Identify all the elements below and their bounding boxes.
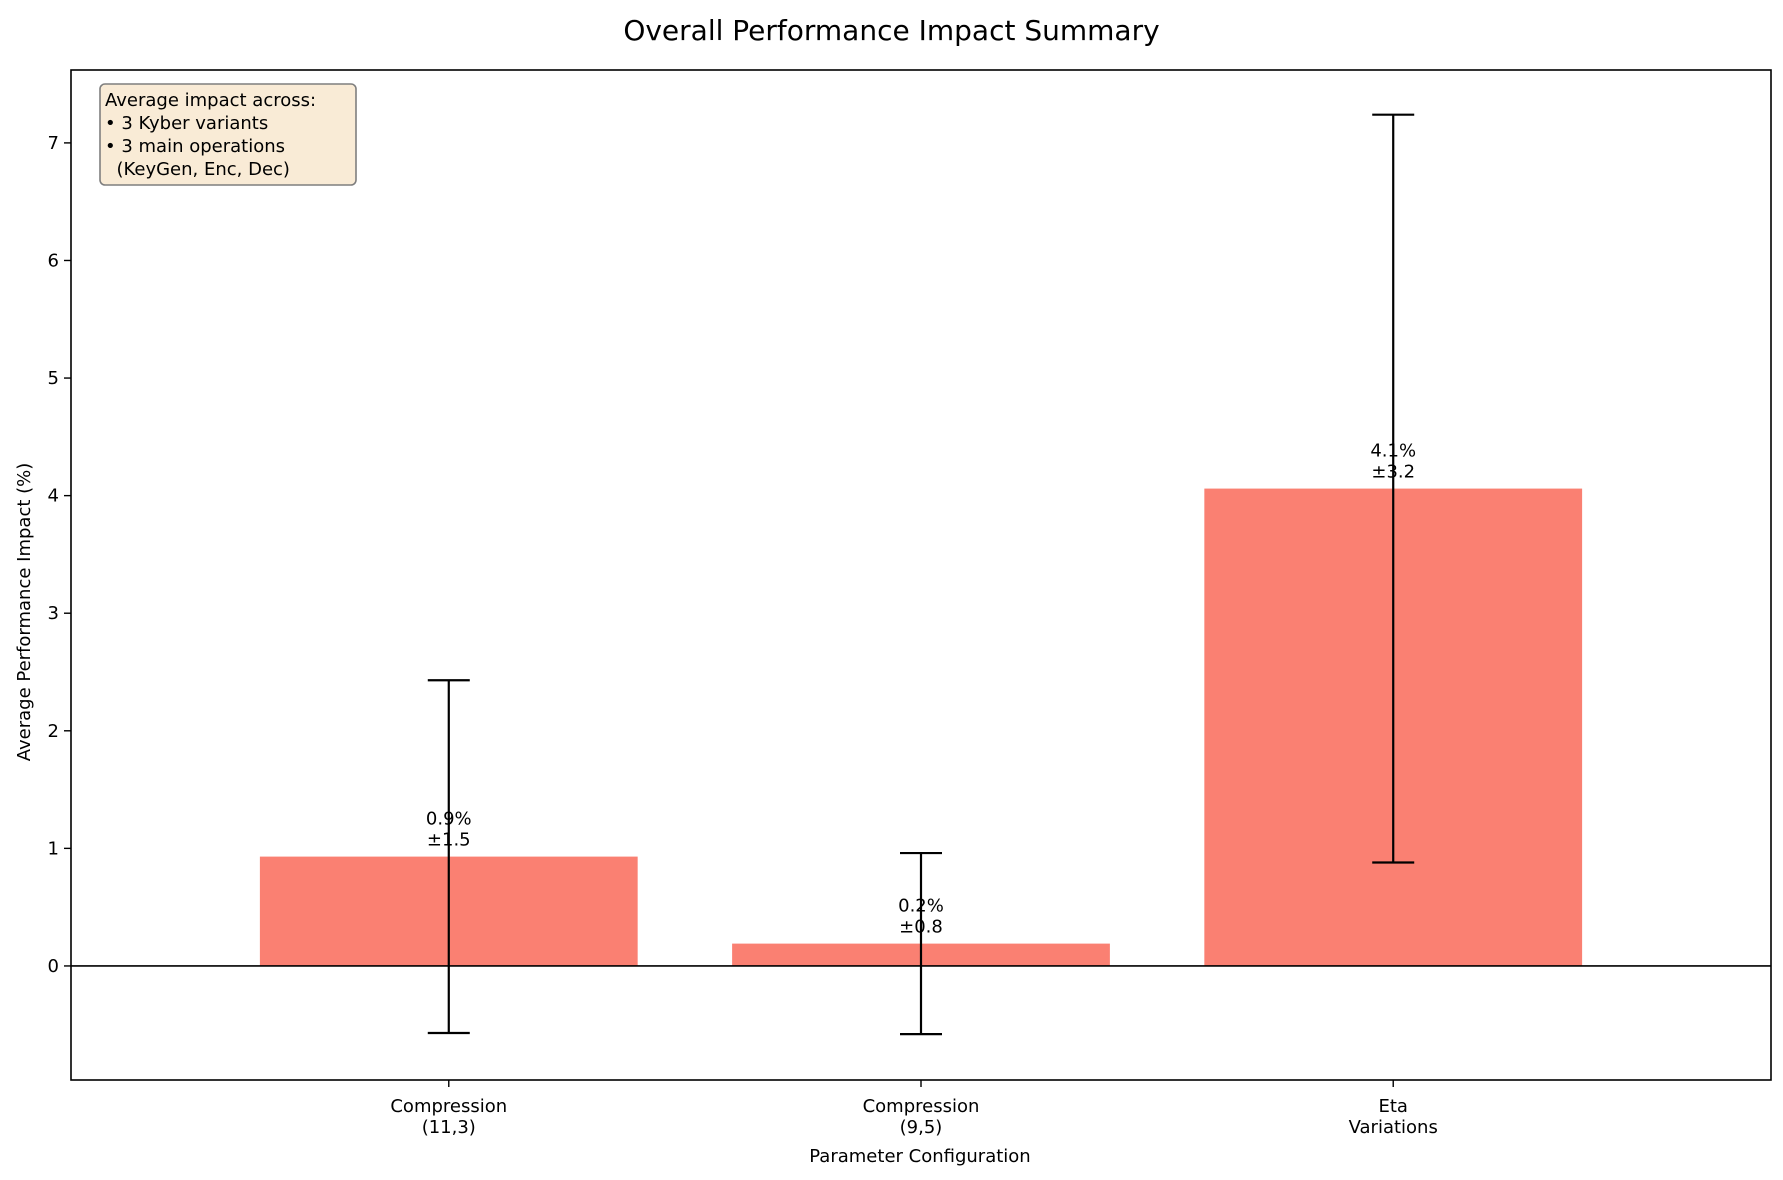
y-tick-label: 6 [48, 250, 59, 271]
chart-title: Overall Performance Impact Summary [623, 14, 1159, 47]
y-tick-label: 3 [48, 603, 59, 624]
y-tick-label: 0 [48, 956, 59, 977]
x-tick-label-3-line-2: Variations [1349, 1117, 1438, 1138]
annotation-box [99, 83, 357, 186]
x-tick-label-1-line-2: (11,3) [422, 1117, 476, 1138]
x-tick-label-2-line-2: (9,5) [900, 1117, 943, 1138]
x-tick-label-1-line-1: Compression [390, 1096, 507, 1117]
value-label-2-line-1: 0.2% [898, 896, 944, 917]
y-tick-label: 2 [48, 721, 59, 742]
x-axis-label: Parameter Configuration [809, 1146, 1030, 1167]
y-tick-label: 4 [48, 486, 59, 507]
y-axis-label: Average Performance Impact (%) [14, 463, 35, 762]
value-label-3-line-1: 4.1% [1370, 441, 1416, 462]
x-tick-label-2-line-1: Compression [863, 1096, 980, 1117]
annotation-line-4: (KeyGen, Enc, Dec) [105, 159, 290, 180]
y-tick-label: 7 [48, 133, 59, 154]
annotation-line-3: • 3 main operations [105, 136, 285, 157]
annotation-line-1: Average impact across: [105, 90, 316, 111]
value-label-3-line-2: ±3.2 [1371, 462, 1415, 483]
value-label-1-line-2: ±1.5 [427, 830, 471, 851]
x-tick-label-3-line-1: Eta [1378, 1096, 1407, 1117]
y-tick-label: 1 [48, 838, 59, 859]
value-label-1-line-1: 0.9% [426, 809, 472, 830]
annotation-line-2: • 3 Kyber variants [105, 113, 268, 134]
value-label-2-line-2: ±0.8 [899, 917, 943, 938]
y-tick-label: 5 [48, 368, 59, 389]
plot-area: 0.9%±1.5 0.2%±0.8 4.1%±3.2 0 1 2 3 4 5 6 7 Compress… [48, 69, 1772, 1138]
